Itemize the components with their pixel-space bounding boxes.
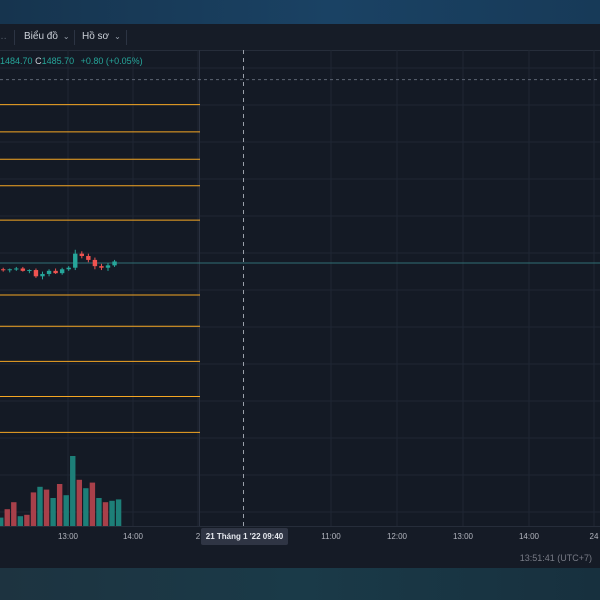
volume-bar <box>4 509 10 526</box>
truncated-toolbar-item[interactable]: … <box>0 24 7 50</box>
chevron-down-icon: ⌄ <box>114 32 121 41</box>
candle-body <box>40 273 45 277</box>
candle-body <box>99 266 104 268</box>
window-bottom-band <box>0 568 600 600</box>
volume-bar <box>89 482 96 526</box>
volume-bar <box>17 516 24 526</box>
x-tick-label: 2 <box>195 532 201 541</box>
volume-bar <box>70 456 76 526</box>
status-bar: 13:51:41 (UTC+7) <box>0 548 600 568</box>
volume-bar <box>115 499 122 526</box>
profile-menu-label: Hồ sơ <box>82 31 110 42</box>
candle-body <box>53 270 58 274</box>
candle-body <box>59 269 65 274</box>
volume-bar <box>96 498 102 526</box>
chart-toolbar: … Biểu đồ ⌄ Hồ sơ ⌄ <box>0 24 600 51</box>
volume-bar <box>37 486 43 526</box>
toolbar-divider <box>74 30 75 45</box>
volume-bar <box>56 484 63 526</box>
chart-menu-button[interactable]: Biểu đồ ⌄ <box>24 24 70 50</box>
volume-bar <box>83 488 89 526</box>
volume-bar <box>24 514 30 526</box>
volume-bar <box>109 500 115 526</box>
toolbar-divider <box>14 30 15 45</box>
candle-body <box>1 269 6 271</box>
candle-body <box>86 256 91 260</box>
x-tick-label: 12:00 <box>386 532 408 541</box>
x-tick-label: 11:00 <box>321 532 341 541</box>
price-chart[interactable] <box>0 50 600 526</box>
profile-menu-button[interactable]: Hồ sơ ⌄ <box>82 24 121 50</box>
volume-bar <box>63 495 69 526</box>
ohlc-close-label: C <box>35 56 42 66</box>
candle-body <box>27 270 32 272</box>
x-tick-label: 14:00 <box>518 532 540 541</box>
window-top-band <box>0 0 600 24</box>
ohlc-legend: 1484.70 C1485.70 +0.80 (+0.05%) <box>0 56 143 66</box>
candle-body <box>92 259 98 267</box>
volume-bar <box>50 498 56 526</box>
candle-body <box>7 269 12 271</box>
candle-body <box>33 270 39 277</box>
volume-bar <box>0 517 4 526</box>
volume-bar <box>30 492 37 526</box>
x-tick-label: 24 <box>589 532 599 541</box>
candle-body <box>46 270 52 274</box>
volume-bar <box>76 479 82 526</box>
clock-timezone[interactable]: 13:51:41 (UTC+7) <box>519 553 592 563</box>
toolbar-divider <box>126 30 127 45</box>
candle-body <box>105 265 111 268</box>
time-axis[interactable]: 13:00 14:00 2 11:00 12:00 13:00 14:00 24 <box>0 526 600 549</box>
candle-body <box>79 253 84 257</box>
volume-bar <box>43 489 50 526</box>
x-tick-label: 13:00 <box>452 532 474 541</box>
candle-body <box>66 267 71 270</box>
candle-body <box>20 268 26 271</box>
x-tick-label: 14:00 <box>122 532 144 541</box>
chevron-down-icon: ⌄ <box>62 32 70 41</box>
ohlc-low-fragment: 1484.70 <box>0 56 33 66</box>
volume-bar <box>11 502 17 526</box>
chart-menu-label: Biểu đồ <box>24 31 58 42</box>
x-tick-label: 13:00 <box>57 532 79 541</box>
candle-body <box>14 268 19 270</box>
ohlc-close-value: 1485.70 <box>41 56 75 66</box>
candle-body <box>112 261 117 266</box>
ohlc-change: +0.80 (+0.05%) <box>80 56 143 66</box>
candle-body <box>73 253 78 268</box>
crosshair-time-label: 21 Tháng 1 '22 09:40 <box>201 528 288 545</box>
volume-bar <box>102 502 109 526</box>
